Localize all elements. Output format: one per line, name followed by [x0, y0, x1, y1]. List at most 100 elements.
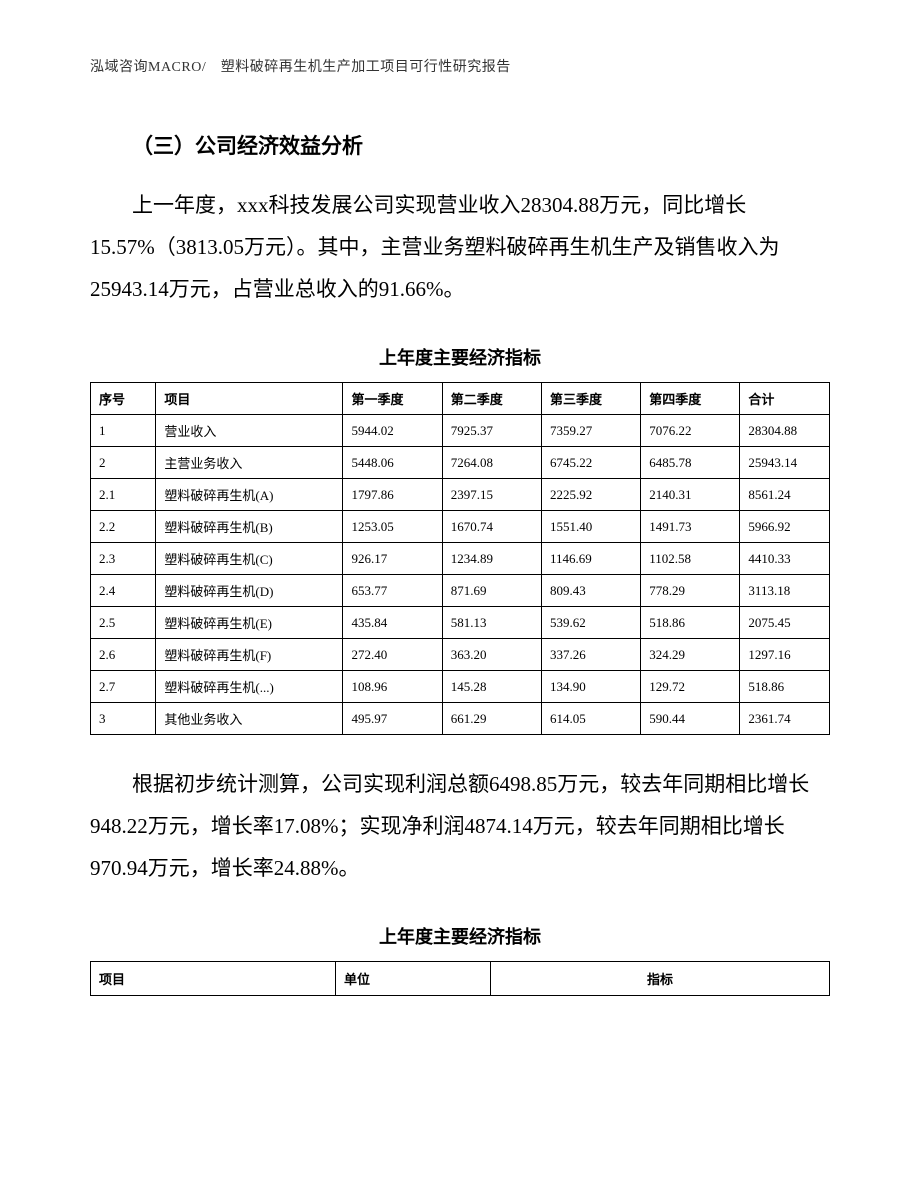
cell: 518.86	[740, 671, 830, 703]
th-indicator: 指标	[491, 962, 830, 996]
cell: 539.62	[541, 607, 640, 639]
cell: 1146.69	[541, 543, 640, 575]
cell: 6745.22	[541, 447, 640, 479]
cell: 926.17	[343, 543, 442, 575]
table-row: 2.5塑料破碎再生机(E)435.84581.13539.62518.86207…	[91, 607, 830, 639]
cell: 809.43	[541, 575, 640, 607]
section-title: （三）公司经济效益分析	[90, 130, 830, 160]
paragraph-1: 上一年度，xxx科技发展公司实现营业收入28304.88万元，同比增长15.57…	[90, 184, 830, 310]
cell: 主营业务收入	[156, 447, 343, 479]
th-q3: 第三季度	[541, 383, 640, 415]
cell: 4410.33	[740, 543, 830, 575]
th-seq: 序号	[91, 383, 156, 415]
table-row: 2.3塑料破碎再生机(C)926.171234.891146.691102.58…	[91, 543, 830, 575]
table-row: 2.1塑料破碎再生机(A)1797.862397.152225.922140.3…	[91, 479, 830, 511]
cell: 其他业务收入	[156, 703, 343, 735]
cell: 2.4	[91, 575, 156, 607]
cell: 5944.02	[343, 415, 442, 447]
cell: 337.26	[541, 639, 640, 671]
cell: 塑料破碎再生机(C)	[156, 543, 343, 575]
th-unit: 单位	[336, 962, 491, 996]
cell: 272.40	[343, 639, 442, 671]
document-page: 泓域咨询MACRO/ 塑料破碎再生机生产加工项目可行性研究报告 （三）公司经济效…	[0, 0, 920, 1084]
cell: 108.96	[343, 671, 442, 703]
th-q2: 第二季度	[442, 383, 541, 415]
cell: 581.13	[442, 607, 541, 639]
cell: 653.77	[343, 575, 442, 607]
cell: 2361.74	[740, 703, 830, 735]
table-row: 2.7塑料破碎再生机(...)108.96145.28134.90129.725…	[91, 671, 830, 703]
economic-indicators-table: 序号 项目 第一季度 第二季度 第三季度 第四季度 合计 1营业收入5944.0…	[90, 382, 830, 735]
cell: 614.05	[541, 703, 640, 735]
cell: 2140.31	[641, 479, 740, 511]
cell: 1297.16	[740, 639, 830, 671]
cell: 435.84	[343, 607, 442, 639]
cell: 1234.89	[442, 543, 541, 575]
economic-indicators-table-2: 项目 单位 指标	[90, 961, 830, 996]
cell: 1491.73	[641, 511, 740, 543]
table-row: 2主营业务收入5448.067264.086745.226485.7825943…	[91, 447, 830, 479]
cell: 324.29	[641, 639, 740, 671]
cell: 1670.74	[442, 511, 541, 543]
cell: 3113.18	[740, 575, 830, 607]
table-row: 2.2塑料破碎再生机(B)1253.051670.741551.401491.7…	[91, 511, 830, 543]
cell: 8561.24	[740, 479, 830, 511]
table-header-row: 序号 项目 第一季度 第二季度 第三季度 第四季度 合计	[91, 383, 830, 415]
table1-body: 1营业收入5944.027925.377359.277076.2228304.8…	[91, 415, 830, 735]
cell: 2.2	[91, 511, 156, 543]
cell: 1102.58	[641, 543, 740, 575]
cell: 7925.37	[442, 415, 541, 447]
cell: 塑料破碎再生机(B)	[156, 511, 343, 543]
cell: 134.90	[541, 671, 640, 703]
table-row: 1营业收入5944.027925.377359.277076.2228304.8…	[91, 415, 830, 447]
cell: 7359.27	[541, 415, 640, 447]
cell: 1797.86	[343, 479, 442, 511]
cell: 7076.22	[641, 415, 740, 447]
table-row: 3其他业务收入495.97661.29614.05590.442361.74	[91, 703, 830, 735]
cell: 518.86	[641, 607, 740, 639]
cell: 495.97	[343, 703, 442, 735]
cell: 590.44	[641, 703, 740, 735]
cell: 2.7	[91, 671, 156, 703]
cell: 129.72	[641, 671, 740, 703]
table-row: 2.6塑料破碎再生机(F)272.40363.20337.26324.29129…	[91, 639, 830, 671]
cell: 2.3	[91, 543, 156, 575]
cell: 871.69	[442, 575, 541, 607]
cell: 25943.14	[740, 447, 830, 479]
cell: 营业收入	[156, 415, 343, 447]
cell: 1551.40	[541, 511, 640, 543]
cell: 2075.45	[740, 607, 830, 639]
cell: 2397.15	[442, 479, 541, 511]
cell: 778.29	[641, 575, 740, 607]
cell: 363.20	[442, 639, 541, 671]
th-total: 合计	[740, 383, 830, 415]
cell: 5966.92	[740, 511, 830, 543]
th-item: 项目	[156, 383, 343, 415]
cell: 661.29	[442, 703, 541, 735]
cell: 塑料破碎再生机(...)	[156, 671, 343, 703]
cell: 28304.88	[740, 415, 830, 447]
cell: 6485.78	[641, 447, 740, 479]
cell: 2.6	[91, 639, 156, 671]
table-row: 2.4塑料破碎再生机(D)653.77871.69809.43778.29311…	[91, 575, 830, 607]
cell: 5448.06	[343, 447, 442, 479]
cell: 2	[91, 447, 156, 479]
cell: 145.28	[442, 671, 541, 703]
table-header-row: 项目 单位 指标	[91, 962, 830, 996]
page-header: 泓域咨询MACRO/ 塑料破碎再生机生产加工项目可行性研究报告	[90, 56, 830, 76]
cell: 1	[91, 415, 156, 447]
table2-title: 上年度主要经济指标	[90, 923, 830, 949]
cell: 2225.92	[541, 479, 640, 511]
cell: 塑料破碎再生机(E)	[156, 607, 343, 639]
cell: 2.1	[91, 479, 156, 511]
table1-title: 上年度主要经济指标	[90, 344, 830, 370]
cell: 2.5	[91, 607, 156, 639]
th-q1: 第一季度	[343, 383, 442, 415]
cell: 1253.05	[343, 511, 442, 543]
cell: 3	[91, 703, 156, 735]
cell: 7264.08	[442, 447, 541, 479]
cell: 塑料破碎再生机(F)	[156, 639, 343, 671]
th-q4: 第四季度	[641, 383, 740, 415]
th-project: 项目	[91, 962, 336, 996]
paragraph-2: 根据初步统计测算，公司实现利润总额6498.85万元，较去年同期相比增长948.…	[90, 763, 830, 889]
